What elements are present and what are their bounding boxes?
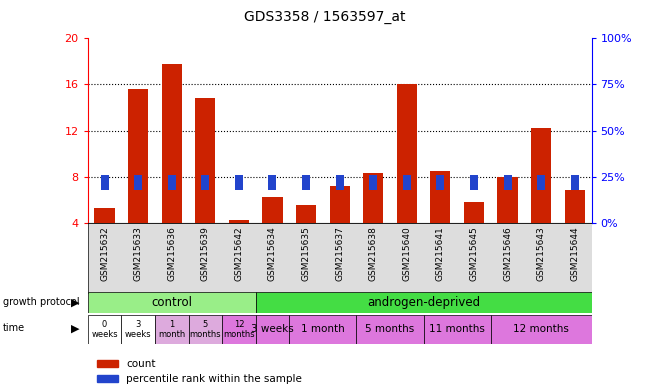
FancyBboxPatch shape [188,315,222,344]
Text: GSM215644: GSM215644 [570,226,579,281]
Bar [235,175,243,190]
Bar [335,175,344,190]
Bar [101,175,109,190]
Bar [396,84,417,223]
Bar [263,197,283,223]
FancyBboxPatch shape [255,292,592,313]
Text: GSM215632: GSM215632 [100,226,109,281]
Text: ▶: ▶ [71,323,79,333]
Text: control: control [151,296,192,309]
Text: GSM215643: GSM215643 [537,226,545,281]
Text: 11 months: 11 months [429,324,485,334]
FancyBboxPatch shape [491,315,592,344]
Bar [363,173,383,223]
Text: 5
months: 5 months [190,319,221,339]
Bar [403,175,411,190]
Bar [369,175,377,190]
Legend: count, percentile rank within the sample: count, percentile rank within the sample [93,355,306,384]
Text: 12 months: 12 months [514,324,569,334]
Text: GSM215640: GSM215640 [402,226,411,281]
Bar [330,186,350,223]
Bar [436,175,445,190]
Text: growth protocol: growth protocol [3,297,80,307]
FancyBboxPatch shape [88,223,592,294]
FancyBboxPatch shape [155,315,188,344]
Text: GSM215639: GSM215639 [201,226,210,281]
Text: GDS3358 / 1563597_at: GDS3358 / 1563597_at [244,10,406,23]
Text: GSM215633: GSM215633 [134,226,142,281]
Text: GSM215641: GSM215641 [436,226,445,281]
Bar [94,208,114,223]
Bar [202,175,209,190]
Bar [537,175,545,190]
Bar [504,175,512,190]
Bar [128,89,148,223]
FancyBboxPatch shape [88,292,255,313]
Text: 12
months: 12 months [223,319,255,339]
FancyBboxPatch shape [289,315,356,344]
Text: androgen-deprived: androgen-deprived [367,296,480,309]
Text: GSM215635: GSM215635 [302,226,311,281]
Text: GSM215646: GSM215646 [503,226,512,281]
Text: 1 month: 1 month [301,324,344,334]
Bar [531,128,551,223]
Text: 3
weeks: 3 weeks [125,319,151,339]
Text: 5 months: 5 months [365,324,415,334]
FancyBboxPatch shape [424,315,491,344]
Text: GSM215645: GSM215645 [469,226,478,281]
Bar [296,205,316,223]
Bar [229,220,249,223]
FancyBboxPatch shape [88,315,122,344]
Bar [168,175,176,190]
Bar [134,175,142,190]
Bar [571,175,578,190]
Bar [268,175,276,190]
FancyBboxPatch shape [255,315,289,344]
Bar [464,202,484,223]
Text: GSM215634: GSM215634 [268,226,277,281]
Text: GSM215637: GSM215637 [335,226,344,281]
FancyBboxPatch shape [222,315,255,344]
Bar [430,171,450,223]
Bar [565,190,585,223]
Bar [302,175,310,190]
Bar [195,98,215,223]
FancyBboxPatch shape [356,315,424,344]
Text: time: time [3,323,25,333]
Bar [497,177,517,223]
Bar [162,64,182,223]
Text: 0
weeks: 0 weeks [91,319,118,339]
Text: GSM215642: GSM215642 [235,226,243,281]
Text: 3 weeks: 3 weeks [251,324,294,334]
Text: GSM215638: GSM215638 [369,226,378,281]
FancyBboxPatch shape [122,315,155,344]
Text: GSM215636: GSM215636 [167,226,176,281]
Bar [470,175,478,190]
Text: ▶: ▶ [71,297,79,307]
Text: 1
month: 1 month [158,319,185,339]
